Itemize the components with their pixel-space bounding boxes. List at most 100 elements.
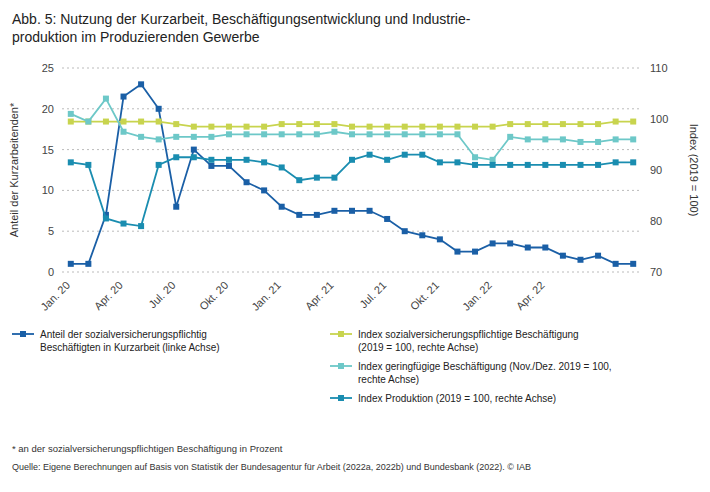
x-tick-label: Apr. 20 <box>92 279 125 312</box>
grid-line <box>62 272 642 273</box>
series-marker <box>296 121 302 127</box>
series-marker <box>630 261 636 267</box>
x-tick-label: Apr. 22 <box>514 279 547 312</box>
series-marker <box>138 119 144 125</box>
series-marker <box>577 162 583 168</box>
series-marker <box>402 152 408 158</box>
source: Quelle: Eigene Berechnungen auf Basis vo… <box>12 462 531 472</box>
chart: Abb. 5: Nutzung der Kurzarbeit, Beschäft… <box>0 0 710 492</box>
legend: Anteil der sozialversicherungspflichtigB… <box>12 329 612 404</box>
legend-marker <box>20 331 26 337</box>
series-marker <box>437 236 443 242</box>
series-marker <box>525 121 531 127</box>
series-marker <box>244 124 250 130</box>
series-marker <box>226 131 232 137</box>
series-marker <box>103 96 109 102</box>
series-marker <box>507 240 513 246</box>
x-tick-label: Jan. 20 <box>38 279 72 313</box>
series-marker <box>85 162 91 168</box>
series-marker <box>208 163 214 169</box>
series-marker <box>68 111 74 117</box>
series-marker <box>85 261 91 267</box>
series-marker <box>173 121 179 127</box>
series-marker <box>156 119 162 125</box>
series-marker <box>367 124 373 130</box>
series-marker <box>68 159 74 165</box>
series-line <box>71 99 633 160</box>
series-marker <box>560 162 566 168</box>
series-marker <box>191 124 197 130</box>
series-marker <box>191 154 197 160</box>
series-marker <box>331 175 337 181</box>
series-line <box>71 155 633 226</box>
series-marker <box>437 159 443 165</box>
y-tick-label: 25 <box>42 62 54 74</box>
series-marker <box>419 152 425 158</box>
series-marker <box>191 147 197 153</box>
series-marker <box>349 157 355 163</box>
series-marker <box>384 131 390 137</box>
series-marker <box>156 106 162 112</box>
series-marker <box>507 134 513 140</box>
x-tick-label: Apr. 21 <box>303 279 336 312</box>
series-marker <box>595 121 601 127</box>
series-marker <box>454 131 460 137</box>
series-marker <box>314 121 320 127</box>
title: Abb. 5: Nutzung der Kurzarbeit, Beschäft… <box>12 11 471 45</box>
series-marker <box>138 223 144 229</box>
series-marker <box>261 159 267 165</box>
series-marker <box>331 208 337 214</box>
series-marker <box>472 154 478 160</box>
x-tick-label: Okt. 21 <box>408 279 442 313</box>
series-marker <box>156 136 162 142</box>
series-marker <box>296 131 302 137</box>
series-marker <box>490 162 496 168</box>
series-marker <box>85 119 91 125</box>
series-marker <box>595 253 601 259</box>
series-marker <box>402 124 408 130</box>
y-tick-label: 5 <box>48 225 54 237</box>
series-marker <box>103 119 109 125</box>
series-marker <box>525 136 531 142</box>
series-marker <box>85 119 91 125</box>
legend-marker <box>338 395 344 401</box>
series-marker <box>208 134 214 140</box>
series-marker <box>367 152 373 158</box>
series-marker <box>613 159 619 165</box>
series-marker <box>472 124 478 130</box>
series-marker <box>208 157 214 163</box>
y-tick-label: 15 <box>42 144 54 156</box>
series-marker <box>367 208 373 214</box>
series-marker <box>419 131 425 137</box>
y2-axis-label: Index (2019 = 100) <box>688 124 700 217</box>
series-marker <box>384 124 390 130</box>
footnote: * an der sozialversicherungspflichtigen … <box>12 443 283 454</box>
series-marker <box>226 124 232 130</box>
series-marker <box>103 215 109 221</box>
x-tick-label: Jul. 20 <box>146 279 177 310</box>
series-marker <box>138 134 144 140</box>
series-marker <box>261 131 267 137</box>
series-marker <box>244 179 250 185</box>
series-marker <box>138 81 144 87</box>
series-marker <box>261 187 267 193</box>
legend-marker <box>338 331 344 337</box>
grid-line <box>62 231 642 232</box>
series-marker <box>121 129 127 135</box>
series-marker <box>384 157 390 163</box>
series-marker <box>279 204 285 210</box>
legend-label: Index sozialversicherungspflichtige Besc… <box>358 329 579 353</box>
series-marker <box>296 177 302 183</box>
series-marker <box>490 240 496 246</box>
series-marker <box>349 131 355 137</box>
series-marker <box>613 119 619 125</box>
series-marker <box>121 119 127 125</box>
series-marker <box>173 134 179 140</box>
series-line <box>71 84 633 264</box>
series-marker <box>577 121 583 127</box>
series-marker <box>226 163 232 169</box>
series-marker <box>525 245 531 251</box>
series-marker <box>560 136 566 142</box>
series-marker <box>331 121 337 127</box>
series-marker <box>595 139 601 145</box>
